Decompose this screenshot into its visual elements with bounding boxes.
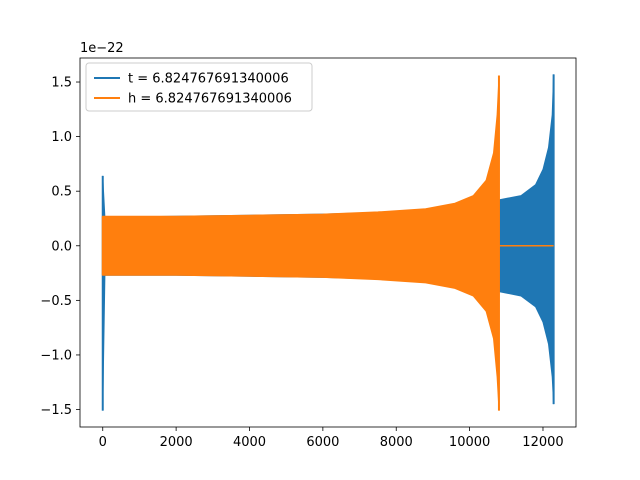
x-axis: 0 2000 4000 6000 8000 10000 12000 bbox=[99, 427, 564, 450]
y-offset-label: 1e−22 bbox=[80, 41, 124, 56]
x-tick-label: 8000 bbox=[380, 435, 413, 450]
legend-label: t = 6.824767691340006 bbox=[128, 72, 289, 87]
x-tick-label: 4000 bbox=[233, 435, 266, 450]
x-tick-label: 10000 bbox=[449, 435, 490, 450]
plot-area bbox=[101, 74, 555, 411]
axes-frame bbox=[79, 57, 577, 428]
x-tick-label: 0 bbox=[99, 435, 107, 450]
legend-label: h = 6.824767691340006 bbox=[128, 92, 292, 107]
y-tick-label: 1.5 bbox=[51, 76, 72, 91]
y-tick-label: −0.5 bbox=[40, 294, 72, 309]
y-tick-label: 0.0 bbox=[51, 239, 72, 254]
legend-box bbox=[85, 62, 313, 112]
legend: t = 6.824767691340006 h = 6.8247676913400… bbox=[85, 62, 313, 112]
y-axis: −1.5 −1.0 −0.5 0.0 0.5 1.0 1.5 bbox=[40, 76, 80, 418]
y-tick-label: −1.0 bbox=[40, 348, 72, 363]
y-tick-label: −1.5 bbox=[40, 403, 72, 418]
y-tick-label: 0.5 bbox=[51, 185, 72, 200]
x-tick-label: 2000 bbox=[160, 435, 193, 450]
y-tick-label: 1.0 bbox=[51, 130, 72, 145]
x-tick-label: 12000 bbox=[522, 435, 563, 450]
x-tick-label: 6000 bbox=[306, 435, 339, 450]
